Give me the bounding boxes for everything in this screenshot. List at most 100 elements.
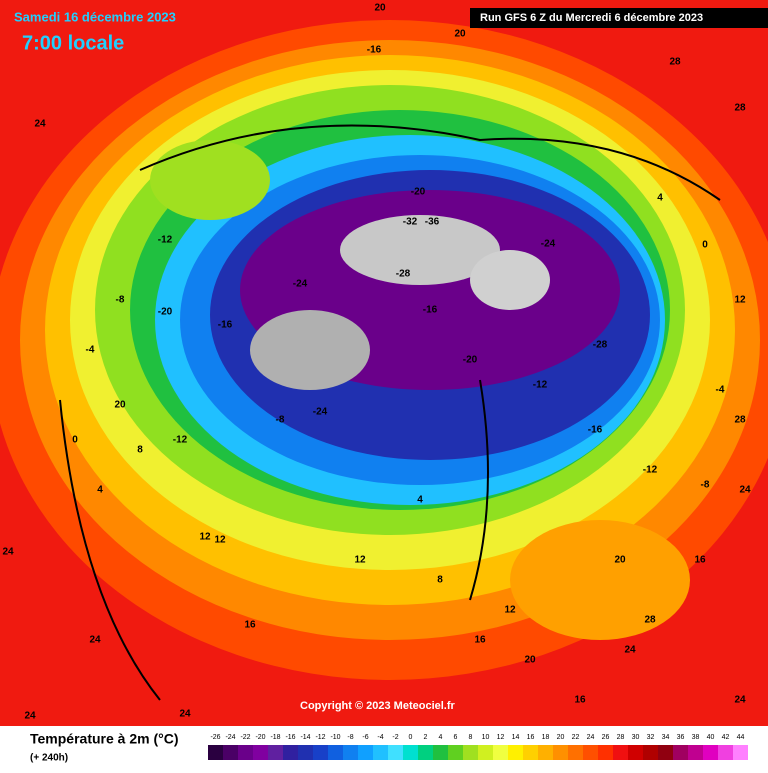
temp-label: -16 bbox=[423, 305, 438, 316]
temp-label: -32 bbox=[403, 217, 418, 228]
temp-label: 4 bbox=[657, 193, 663, 204]
temp-label: 12 bbox=[199, 532, 211, 543]
scale-label: 24 bbox=[587, 734, 595, 741]
scale-label: 36 bbox=[677, 734, 685, 741]
scale-label: -8 bbox=[347, 734, 353, 741]
scale-label: 42 bbox=[722, 734, 730, 741]
scale-swatch bbox=[538, 745, 553, 760]
temp-label: 12 bbox=[214, 535, 226, 546]
scale-label: 34 bbox=[662, 734, 670, 741]
temp-label: 24 bbox=[89, 635, 101, 646]
scale-swatch bbox=[388, 745, 403, 760]
temp-label: 20 bbox=[614, 555, 626, 566]
scale-swatch bbox=[463, 745, 478, 760]
scale-label: 44 bbox=[737, 734, 745, 741]
scale-swatch bbox=[598, 745, 613, 760]
scale-swatch bbox=[583, 745, 598, 760]
legend-title: Température à 2m (°C) bbox=[30, 731, 179, 747]
temp-label: 20 bbox=[524, 655, 536, 666]
temp-label: 16 bbox=[474, 635, 486, 646]
scale-label: 32 bbox=[647, 734, 655, 741]
temp-label: -16 bbox=[588, 425, 603, 436]
temp-label: 24 bbox=[179, 709, 191, 720]
scale-swatch bbox=[478, 745, 493, 760]
scale-swatch bbox=[523, 745, 538, 760]
scale-swatch bbox=[658, 745, 673, 760]
scale-swatch bbox=[328, 745, 343, 760]
color-scale: -26 -24 -22 -20 -18 -16 -14 -12 -10 -8 -6 -4 -2 0 2 4 6 8… bbox=[208, 734, 748, 760]
temp-label: -12 bbox=[158, 235, 173, 246]
scale-swatch bbox=[313, 745, 328, 760]
temp-label: 28 bbox=[644, 615, 656, 626]
scale-label: 4 bbox=[439, 734, 443, 741]
scale-label: -10 bbox=[330, 734, 340, 741]
map-background bbox=[0, 0, 768, 726]
scale-swatch bbox=[508, 745, 523, 760]
scale-label: 0 bbox=[409, 734, 413, 741]
scale-swatch bbox=[373, 745, 388, 760]
temp-label: -20 bbox=[411, 187, 426, 198]
temp-label: -24 bbox=[293, 279, 308, 290]
scale-label: 38 bbox=[692, 734, 700, 741]
scale-swatch bbox=[358, 745, 373, 760]
scale-swatch bbox=[628, 745, 643, 760]
scale-label: 40 bbox=[707, 734, 715, 741]
scale-swatch bbox=[673, 745, 688, 760]
scale-label: -26 bbox=[210, 734, 220, 741]
temp-label: 20 bbox=[114, 400, 126, 411]
scale-swatch bbox=[643, 745, 658, 760]
scale-swatch bbox=[433, 745, 448, 760]
temp-label: -16 bbox=[367, 45, 382, 56]
scale-label: 2 bbox=[424, 734, 428, 741]
scale-label: 30 bbox=[632, 734, 640, 741]
map-labels: 20 20 28 24 28 24 28 24 24 24 20 24 16 12 -16 -20 -32 -36… bbox=[2, 3, 751, 722]
scale-label: -18 bbox=[270, 734, 280, 741]
temp-label: 4 bbox=[97, 485, 103, 496]
scale-swatch bbox=[253, 745, 268, 760]
temp-label: -4 bbox=[716, 385, 725, 396]
temp-label: 12 bbox=[504, 605, 516, 616]
temp-label: -12 bbox=[533, 380, 548, 391]
temp-label: 12 bbox=[354, 555, 366, 566]
copyright: Copyright © 2023 Meteociel.fr bbox=[300, 700, 456, 712]
temp-label: 8 bbox=[137, 445, 143, 456]
scale-label: 18 bbox=[542, 734, 550, 741]
scale-swatch bbox=[208, 745, 223, 760]
scale-swatch bbox=[568, 745, 583, 760]
temp-label: 24 bbox=[624, 645, 636, 656]
temp-label: 24 bbox=[34, 119, 46, 130]
temp-label: 4 bbox=[417, 495, 423, 506]
temp-label: 24 bbox=[734, 695, 746, 706]
scale-label: -2 bbox=[392, 734, 398, 741]
legend-subtitle: (+ 240h) bbox=[30, 753, 68, 764]
run-info: Run GFS 6 Z du Mercredi 6 décembre 2023 bbox=[480, 12, 703, 24]
temp-label: -20 bbox=[158, 307, 173, 318]
temp-label: 24 bbox=[24, 711, 36, 722]
scale-label: 16 bbox=[527, 734, 535, 741]
scale-swatch bbox=[223, 745, 238, 760]
temp-label: 28 bbox=[669, 57, 681, 68]
temp-label: -24 bbox=[313, 407, 328, 418]
temp-label: 20 bbox=[454, 29, 466, 40]
temp-label: -28 bbox=[593, 340, 608, 351]
temp-label: 16 bbox=[694, 555, 706, 566]
scale-swatch bbox=[718, 745, 733, 760]
temp-label: 0 bbox=[72, 435, 78, 446]
temp-label: 12 bbox=[734, 295, 746, 306]
temp-label: -20 bbox=[463, 355, 478, 366]
temp-label: 0 bbox=[702, 240, 708, 251]
temp-label: 16 bbox=[574, 695, 586, 706]
scale-label: -20 bbox=[255, 734, 265, 741]
temp-label: -28 bbox=[396, 269, 411, 280]
scale-swatch bbox=[688, 745, 703, 760]
temp-label: -4 bbox=[86, 345, 95, 356]
temp-label: 8 bbox=[437, 575, 443, 586]
scale-swatch bbox=[298, 745, 313, 760]
scale-swatch bbox=[238, 745, 253, 760]
scale-swatch bbox=[283, 745, 298, 760]
scale-label: -14 bbox=[300, 734, 310, 741]
scale-label: -6 bbox=[362, 734, 368, 741]
scale-swatch bbox=[268, 745, 283, 760]
scale-label: 20 bbox=[557, 734, 565, 741]
